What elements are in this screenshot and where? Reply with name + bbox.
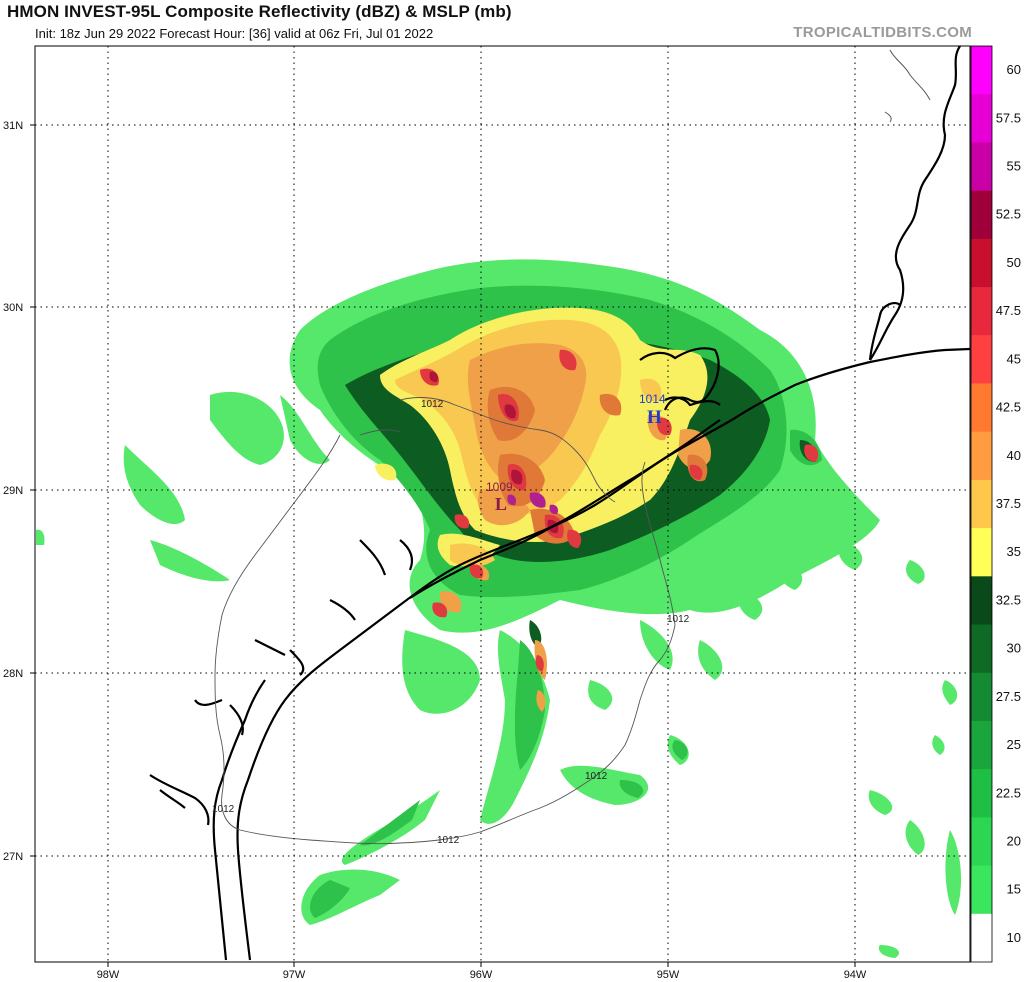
border-layer [884,49,931,123]
isobar-label: 1012 [212,804,235,815]
colorbar-swatch [971,672,992,722]
lon-label: 95W [657,969,680,981]
reflectivity-colorbar: 60 57.5 55 52.5 50 47.5 45 42.5 40 37.5 35 32.5 30 27… [970,45,1021,963]
colorbar-swatch [971,528,992,577]
isobar-layer [214,397,676,845]
colorbar-label: 60 [1007,62,1021,77]
lat-label: 27N [3,851,23,863]
colorbar-label: 55 [1007,159,1021,174]
colorbar-label: 20 [1007,833,1021,848]
lat-label: 30N [3,302,23,314]
colorbar-swatch [971,769,992,818]
isobar-label: 1012 [421,399,444,410]
reflectivity-field [36,259,962,958]
graticule [35,46,970,962]
colorbar-label: 30 [1007,641,1021,656]
colorbar-swatch [971,94,992,143]
colorbar-swatch [971,624,992,674]
colorbar-label: 40 [1007,448,1021,463]
colorbar-swatch [971,431,992,481]
lat-label: 31N [3,120,23,132]
isobar-label: 1012 [585,771,608,782]
high-pressure-symbol: H [647,407,662,428]
colorbar-label: 45 [1007,351,1021,366]
lon-label: 96W [470,969,493,981]
colorbar-swatch [971,913,992,963]
colorbar-frame [970,45,993,963]
colorbar-swatch [971,865,992,915]
low-pressure-symbol: L [495,494,507,514]
colorbar-swatch [971,383,992,433]
colorbar-swatch [971,287,992,336]
colorbar-label: 42.5 [996,400,1021,415]
colorbar-swatch [971,190,992,240]
lon-label: 98W [97,969,120,981]
map-title: HMON INVEST-95L Composite Reflectivity (… [7,2,512,21]
colorbar-swatch [971,720,992,770]
colorbar-swatch [971,479,992,529]
colorbar-swatch [971,46,992,95]
colorbar-label: 32.5 [996,592,1021,607]
colorbar-label: 50 [1007,255,1021,270]
high-pressure-center: 1014 H [639,392,666,428]
low-pressure-center: 1009 L [486,480,513,514]
lat-label: 28N [3,668,23,680]
colorbar-swatch [971,335,992,384]
lon-label: 97W [283,969,306,981]
coastline-layer [149,46,970,961]
map-subtitle: Init: 18z Jun 29 2022 Forecast Hour: [36… [35,26,434,41]
colorbar-swatch [971,142,992,192]
lon-label: 94W [844,969,867,981]
colorbar-label: 10 [1007,930,1021,945]
colorbar-label: 47.5 [996,303,1021,318]
colorbar-label: 22.5 [996,785,1021,800]
source-brand[interactable]: TROPICALTIDBITS.COM [793,24,972,41]
colorbar-label: 57.5 [996,110,1021,125]
colorbar-label: 25 [1007,737,1021,752]
colorbar-label: 52.5 [996,207,1021,222]
high-pressure-value: 1014 [639,392,666,406]
lat-label: 29N [3,485,23,497]
colorbar-label: 37.5 [996,496,1021,511]
colorbar-swatch [971,817,992,867]
isobar-label: 1012 [667,614,690,625]
colorbar-swatch [971,238,992,288]
colorbar-label: 15 [1007,882,1021,897]
low-pressure-value: 1009 [486,480,513,494]
colorbar-label: 35 [1007,544,1021,559]
colorbar-swatch [971,576,992,626]
isobar-label: 1012 [437,835,460,846]
colorbar-label: 27.5 [996,689,1021,704]
